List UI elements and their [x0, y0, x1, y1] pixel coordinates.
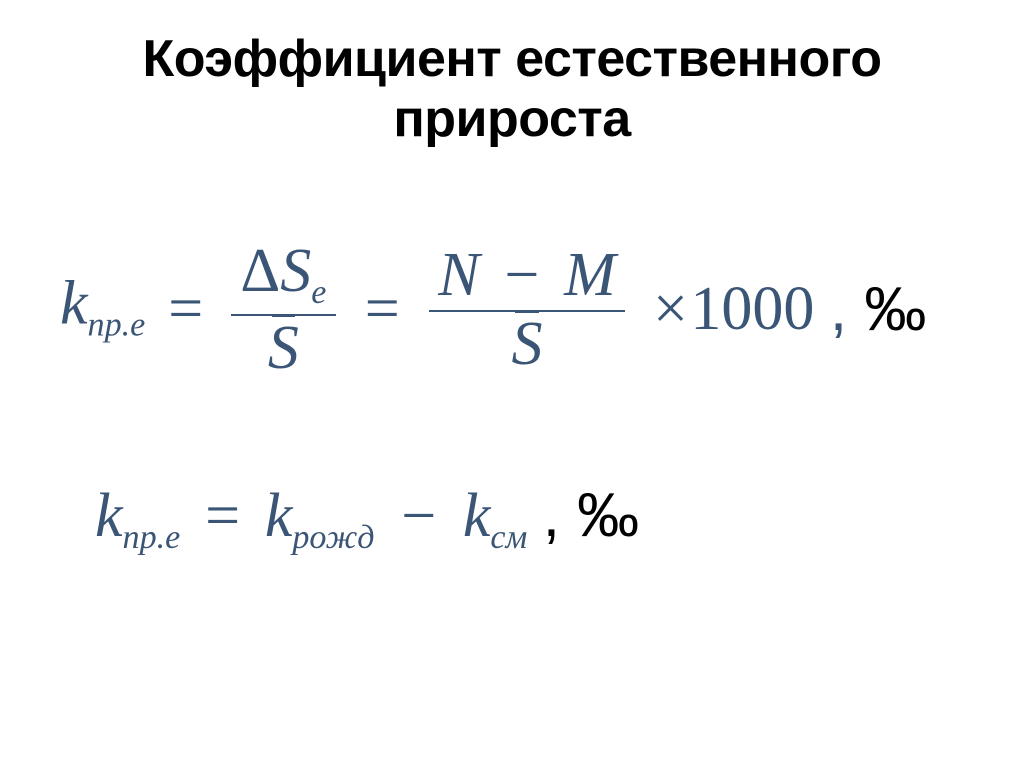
- eq1-fraction-1: ΔSe S: [231, 240, 336, 379]
- title-line2: прироста: [393, 90, 630, 148]
- eq2-equals: =: [196, 482, 250, 550]
- eq2-sub-sm: см: [490, 519, 527, 556]
- eq1-equals-1: =: [161, 275, 211, 343]
- equation-1: kпр.е = ΔSe S = N − M S ×1000 , ‰: [60, 240, 926, 379]
- eq1-comma: ,: [830, 275, 864, 344]
- eq1-frac1-num-sub: e: [311, 274, 326, 311]
- eq2-comma: ,: [543, 481, 577, 550]
- eq2-sub-rozhd: рожд: [292, 519, 374, 556]
- eq1-delta: Δ: [240, 237, 280, 305]
- eq1-frac1-num-var: S: [280, 237, 311, 305]
- title-line1: Коэффициент естественного: [143, 30, 882, 88]
- page-title: Коэффициент естественного прироста: [0, 0, 1024, 150]
- eq1-frac1-den-var: S: [268, 314, 299, 382]
- eq1-lhs-var: k: [60, 270, 88, 338]
- eq2-k-sm: k: [463, 482, 491, 550]
- eq1-frac1-den-bar: S: [268, 317, 299, 379]
- eq1-frac2-minus: −: [495, 241, 549, 309]
- eq1-frac1-den: S: [231, 314, 336, 379]
- eq1-frac2-num: N − M: [429, 244, 625, 310]
- eq1-times: ×: [646, 275, 691, 343]
- eq1-fraction-2: N − M S: [429, 244, 625, 375]
- eq2-minus: −: [390, 482, 447, 550]
- eq1-permil: ‰: [864, 275, 926, 344]
- equation-2: kпр.е = kрожд − kсм , ‰: [95, 480, 639, 557]
- eq1-equals-2: =: [356, 275, 408, 343]
- eq1-frac2-den-bar: S: [511, 313, 542, 375]
- eq1-frac2-den: S: [429, 310, 625, 375]
- eq2-k-rozhd: k: [265, 482, 293, 550]
- eq2-lhs-var: k: [95, 482, 123, 550]
- eq1-frac1-num: ΔSe: [231, 240, 336, 314]
- eq2-permil: ‰: [577, 481, 639, 550]
- eq2-lhs-sub: пр.е: [123, 519, 181, 556]
- eq1-lhs-sub: пр.е: [88, 307, 146, 344]
- eq1-frac2-N: N: [438, 241, 479, 309]
- eq1-frac2-den-var: S: [511, 310, 542, 378]
- eq1-const: 1000: [690, 275, 814, 343]
- eq1-frac2-M: M: [564, 241, 616, 309]
